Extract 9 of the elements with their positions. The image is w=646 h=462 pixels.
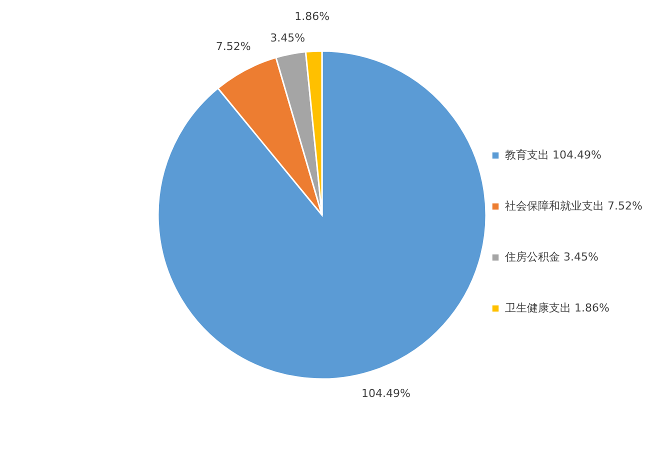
data-label: 104.49% xyxy=(362,386,410,400)
legend-label: 卫生健康支出 1.86% xyxy=(505,302,610,314)
data-label: 3.45% xyxy=(270,31,306,44)
data-label: 7.52% xyxy=(216,40,251,53)
legend-label: 教育支出 104.49% xyxy=(505,148,602,162)
data-label: 1.86% xyxy=(294,10,330,24)
pie-slice xyxy=(157,50,487,380)
legend-label: 住房公积金 3.45% xyxy=(505,250,598,264)
legend-label: 社会保障和就业支出 7.52% xyxy=(505,200,642,212)
